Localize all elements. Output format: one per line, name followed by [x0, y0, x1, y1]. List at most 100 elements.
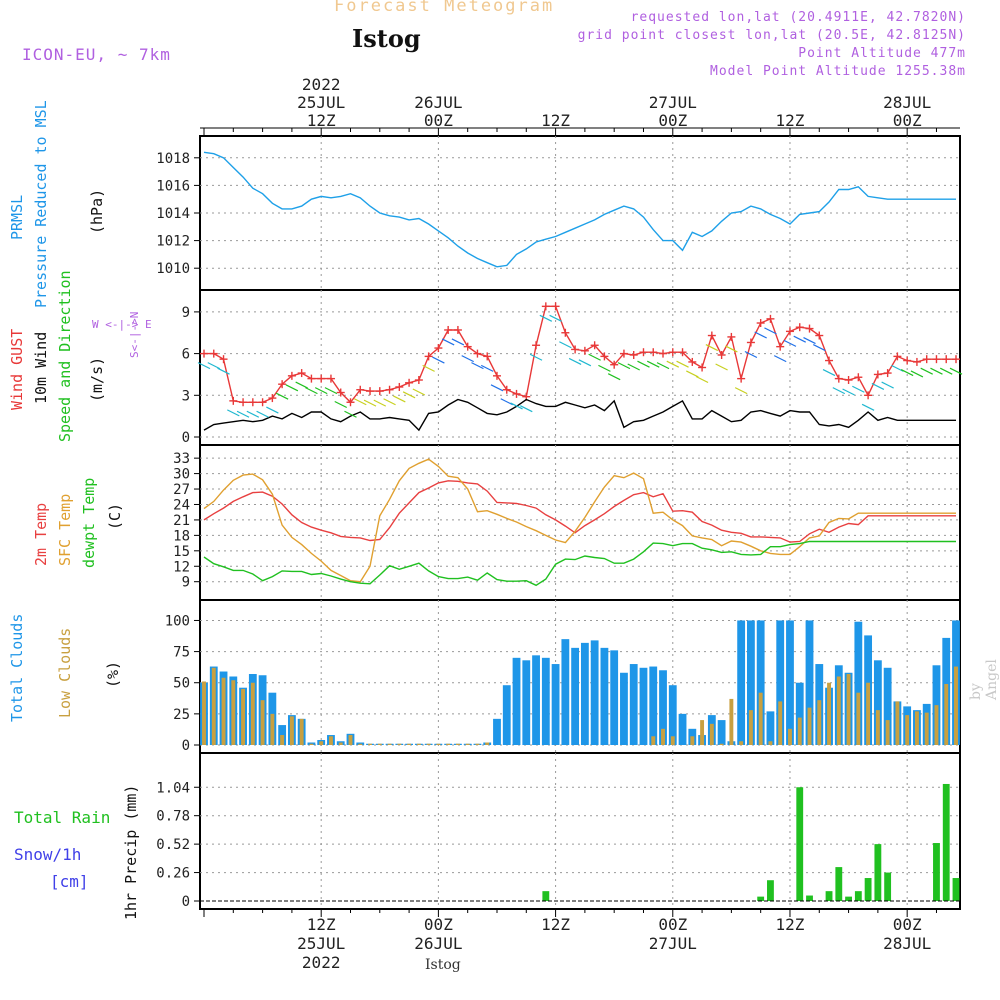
- y-tick-label: 1010: [156, 261, 190, 277]
- low-cloud-bar: [221, 677, 226, 745]
- label-temp2m: 2m Temp: [32, 502, 50, 566]
- wind-direction-arrow: [246, 410, 260, 418]
- wind-direction-arrow: [207, 362, 221, 370]
- label-hpa: (hPa): [88, 188, 106, 234]
- low-cloud-bar: [436, 743, 441, 745]
- low-cloud-bar: [875, 710, 880, 745]
- chart-series: [197, 151, 963, 902]
- total-cloud-bar: [610, 650, 619, 745]
- low-cloud-bar: [455, 743, 460, 745]
- y-tick-label: 1.04: [156, 780, 190, 796]
- top-axis-label: 2022: [302, 75, 341, 94]
- label-pct: (%): [104, 660, 122, 688]
- low-cloud-bar: [719, 743, 724, 745]
- wind-direction-arrow: [217, 367, 230, 375]
- location-title: Istog: [352, 24, 421, 53]
- low-cloud-bar: [651, 736, 656, 745]
- wind-direction-arrow: [324, 387, 338, 395]
- low-cloud-bar: [700, 720, 705, 745]
- wind-direction-arrow: [578, 359, 592, 367]
- panel-gridlines: [200, 136, 960, 909]
- label-low-clouds: Low Clouds: [56, 627, 74, 718]
- bottom-axis-label: 00Z: [893, 915, 922, 934]
- y-tick-label: 0.78: [156, 809, 190, 825]
- bottom-axis-label: 12Z: [541, 915, 570, 934]
- total-cloud-bar: [512, 657, 521, 745]
- low-cloud-bar: [260, 700, 265, 745]
- low-cloud-bar: [778, 701, 783, 745]
- low-cloud-bar: [475, 743, 480, 745]
- wind-direction-arrow: [803, 337, 816, 345]
- wind-direction-arrow: [861, 403, 875, 411]
- precip-bar: [864, 878, 872, 901]
- y-tick-label: 50: [173, 676, 190, 692]
- low-cloud-bar: [709, 723, 714, 745]
- t2m-line: [203, 480, 956, 543]
- precip-bar: [854, 891, 862, 901]
- total-cloud-bar: [873, 660, 882, 745]
- wind-direction-arrow: [500, 398, 514, 406]
- wind-direction-arrow: [520, 405, 533, 413]
- y-tick-label: 3: [182, 388, 190, 404]
- low-cloud-bar: [358, 743, 363, 745]
- wind-direction-arrow: [588, 353, 601, 361]
- wind-direction-arrow: [490, 384, 504, 392]
- y-tick-label: 9: [182, 305, 190, 321]
- total-cloud-bar: [580, 642, 589, 745]
- y-tick-label: 30: [173, 467, 190, 483]
- wind-direction-arrow: [783, 339, 797, 347]
- wind-direction-arrow: [480, 364, 494, 372]
- wind-direction-arrow: [344, 410, 357, 418]
- wind-direction-arrow: [285, 384, 299, 392]
- precip-bar: [767, 880, 774, 901]
- wind-direction-arrow: [939, 367, 953, 375]
- precip-bar: [542, 891, 550, 901]
- low-cloud-bar: [944, 683, 949, 745]
- wind-direction-arrow: [734, 387, 748, 395]
- total-cloud-bar: [659, 670, 667, 745]
- wind-direction-arrow: [412, 388, 426, 396]
- wind-direction-arrow: [402, 391, 416, 399]
- y-tick-label: 25: [173, 707, 190, 723]
- y-tick-label: 9: [182, 575, 190, 591]
- bottom-axis-label: 00Z: [658, 915, 687, 934]
- wind-direction-arrow: [393, 395, 406, 403]
- total-cloud-bar: [493, 718, 501, 745]
- wind-direction-arrow: [646, 360, 660, 368]
- wind-direction-arrow: [773, 355, 787, 363]
- low-cloud-bar: [368, 743, 372, 745]
- low-cloud-bar: [905, 715, 910, 745]
- low-cloud-bar: [377, 743, 382, 745]
- wind-direction-arrow: [842, 388, 855, 396]
- y-tick-label: 75: [173, 645, 190, 661]
- requested-coords: requested lon,lat (20.4911E, 42.7820N): [630, 10, 966, 25]
- meteogram-title: Forecast Meteogram: [334, 0, 555, 16]
- low-cloud-bar: [280, 735, 285, 745]
- wind-direction-arrow: [236, 410, 250, 418]
- top-axis-label: 12Z: [541, 111, 570, 130]
- label-wind-dir: Speed and Direction: [56, 270, 74, 442]
- total-cloud-bar: [717, 720, 726, 745]
- wind-direction-arrow: [910, 370, 924, 378]
- y-tick-label: 15: [173, 544, 190, 560]
- wind-direction-arrow: [900, 369, 914, 377]
- low-cloud-bar: [768, 741, 773, 745]
- panel-frame: [199, 752, 961, 910]
- precip-bar: [874, 844, 882, 901]
- total-cloud-bar: [561, 639, 570, 745]
- wind-direction-arrow: [725, 345, 738, 353]
- total-cloud-bar: [737, 620, 746, 745]
- wind-direction-arrow: [275, 392, 289, 400]
- low-cloud-bar: [924, 712, 929, 745]
- y-tick-label: 33: [173, 451, 190, 467]
- precip-bar: [942, 783, 950, 901]
- total-cloud-bar: [678, 713, 687, 745]
- low-cloud-bar: [338, 742, 343, 745]
- label-precip: 1hr Precip (mm): [122, 784, 140, 920]
- low-cloud-bar: [397, 743, 402, 745]
- low-cloud-bar: [299, 718, 304, 745]
- low-cloud-bar: [690, 736, 695, 745]
- wind-direction-arrow: [656, 362, 670, 370]
